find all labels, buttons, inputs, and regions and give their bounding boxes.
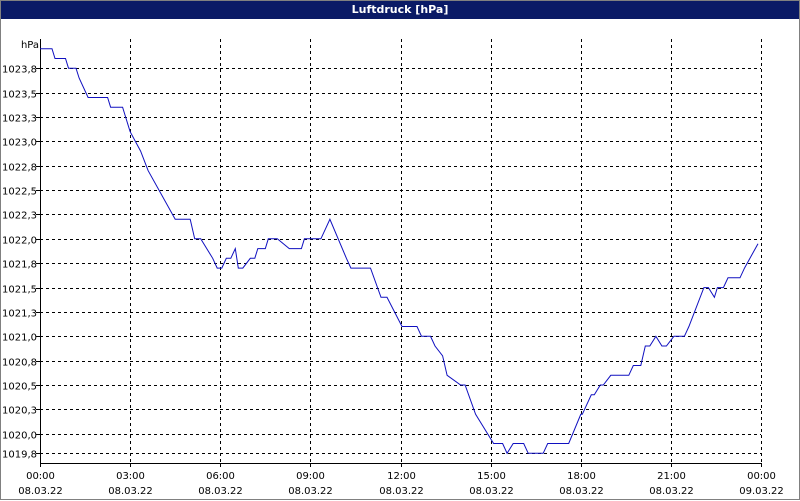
y-tick-label: 1021,3 (2, 309, 37, 320)
x-tick-date-label: 09.03.22 (739, 486, 784, 497)
window-title: Luftdruck [hPa] (1, 1, 799, 19)
y-tick-label: 1020,5 (2, 382, 37, 393)
y-tick-label: 1021,5 (2, 285, 37, 296)
grid (40, 39, 762, 463)
x-tick-time-label: 00:00 (26, 471, 55, 482)
y-tick-label: 1020,3 (2, 406, 37, 417)
y-tick-label: 1023,5 (2, 90, 37, 101)
x-tick-date-label: 08.03.22 (559, 486, 604, 497)
x-tick-time-label: 21:00 (657, 471, 686, 482)
y-tick-label: 1023,0 (2, 138, 37, 149)
y-tick-label: 1019,8 (2, 450, 37, 461)
y-axis-ticks: 1019,8 1020,0 1020,3 1020,5 1020,8 1021,0 1021… (2, 65, 40, 461)
y-tick-label: 1020,0 (2, 431, 37, 442)
x-tick-date-label: 08.03.22 (108, 486, 153, 497)
y-tick-label: 1020,8 (2, 358, 37, 369)
y-tick-label: 1023,3 (2, 114, 37, 125)
x-tick-date-label: 08.03.22 (18, 486, 63, 497)
x-tick-date-label: 08.03.22 (649, 486, 694, 497)
y-tick-label: 1022,5 (2, 187, 37, 198)
y-tick-label: 1022,3 (2, 211, 37, 222)
x-tick-time-label: 15:00 (477, 471, 506, 482)
x-tick-time-label: 12:00 (387, 471, 416, 482)
y-tick-label: 1023,8 (2, 65, 37, 76)
x-tick-date-label: 08.03.22 (198, 486, 243, 497)
x-tick-time-label: 00:00 (747, 471, 776, 482)
x-tick-date-label: 08.03.22 (469, 486, 514, 497)
y-tick-label: 1021,0 (2, 333, 37, 344)
y-tick-label: 1022,8 (2, 163, 37, 174)
y-tick-label: 1022,0 (2, 236, 37, 247)
x-tick-time-label: 18:00 (567, 471, 596, 482)
x-tick-date-label: 08.03.22 (288, 486, 333, 497)
y-axis-unit-label: hPa (21, 40, 39, 51)
x-tick-time-label: 09:00 (296, 471, 325, 482)
series-line-pressure (40, 48, 759, 455)
x-tick-time-label: 03:00 (116, 471, 145, 482)
y-tick-label: 1021,8 (2, 260, 37, 271)
axes (40, 39, 761, 464)
x-tick-date-label: 08.03.22 (379, 486, 424, 497)
x-axis-ticks: 00:00 08.03.22 03:00 08.03.22 06:00 08.03.22 0… (18, 463, 784, 497)
x-tick-time-label: 06:00 (206, 471, 235, 482)
